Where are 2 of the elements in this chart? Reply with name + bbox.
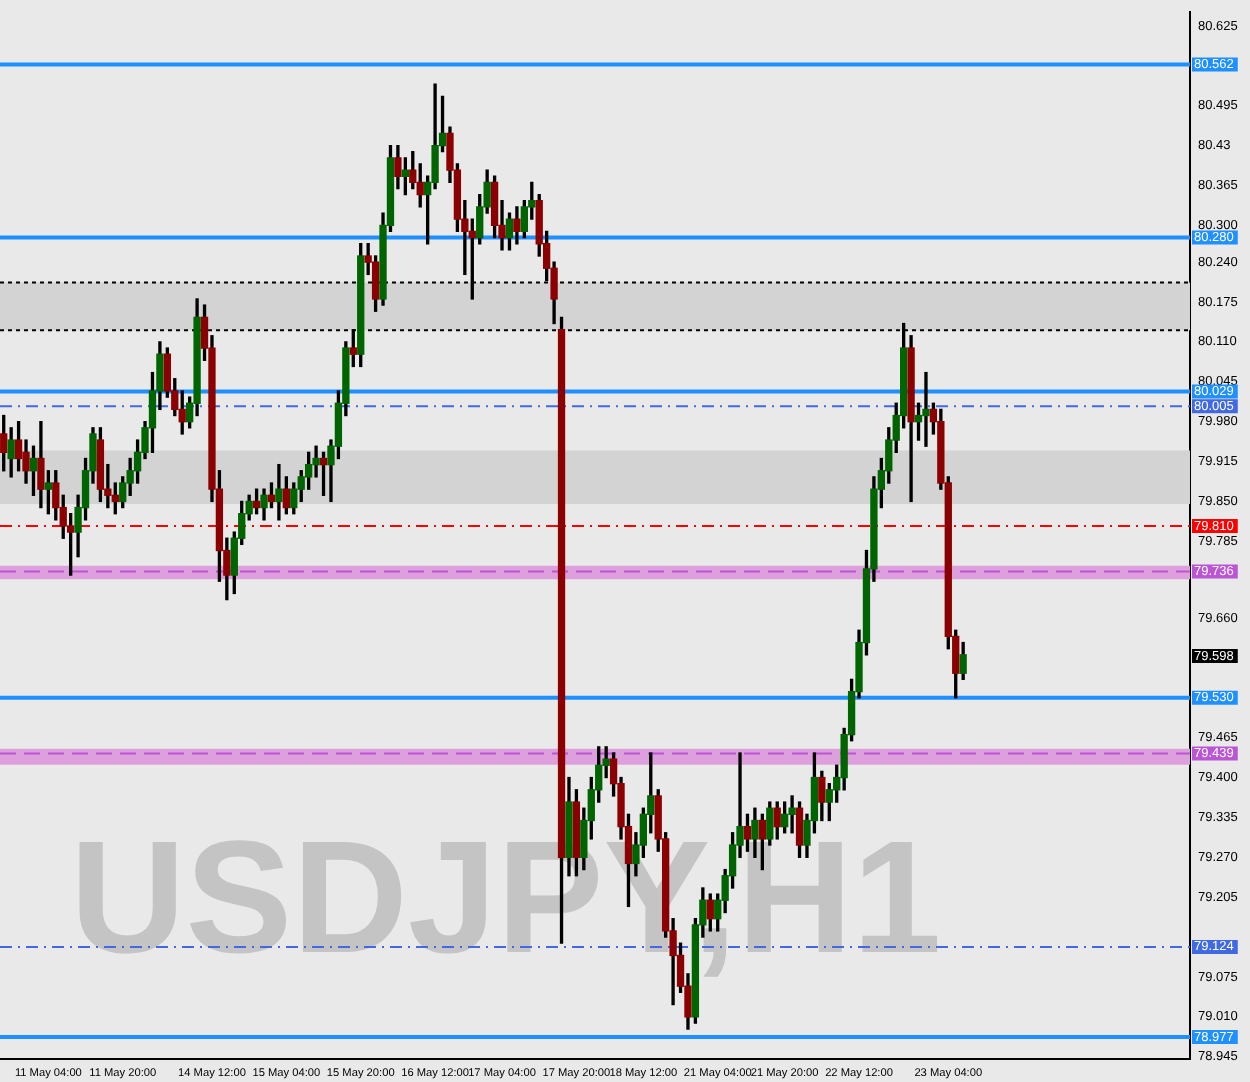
candlestick (922, 371, 930, 447)
candlestick (275, 463, 283, 521)
